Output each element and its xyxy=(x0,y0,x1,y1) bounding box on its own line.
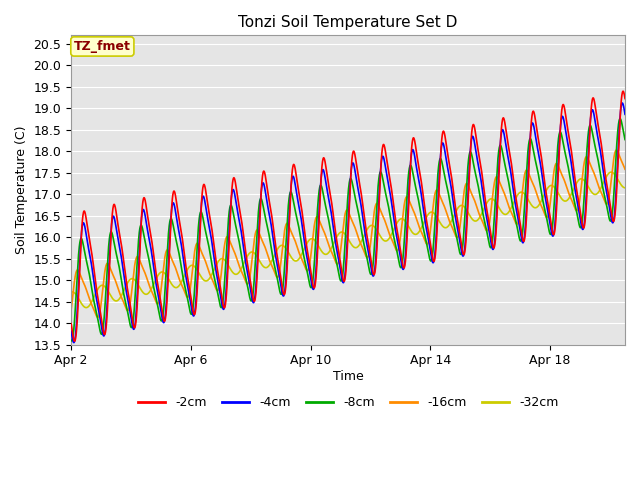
X-axis label: Time: Time xyxy=(333,370,364,383)
Y-axis label: Soil Temperature (C): Soil Temperature (C) xyxy=(15,126,28,254)
Legend: -2cm, -4cm, -8cm, -16cm, -32cm: -2cm, -4cm, -8cm, -16cm, -32cm xyxy=(132,391,563,414)
Title: Tonzi Soil Temperature Set D: Tonzi Soil Temperature Set D xyxy=(238,15,458,30)
Text: TZ_fmet: TZ_fmet xyxy=(74,40,131,53)
